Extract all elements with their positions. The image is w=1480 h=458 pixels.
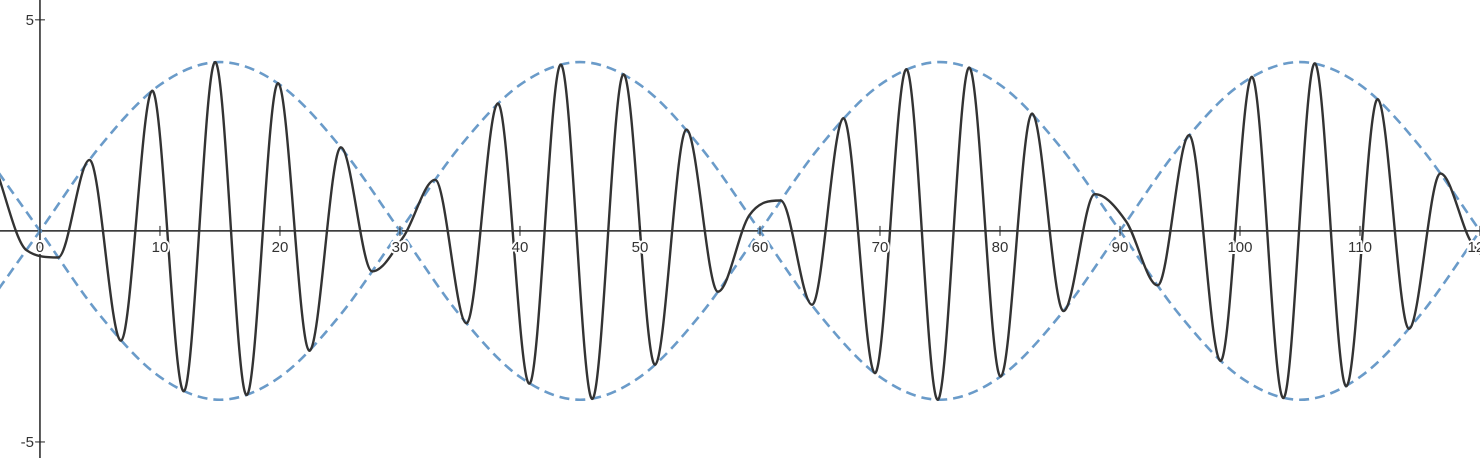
x-tick-label: 60 (752, 239, 769, 256)
signal-line (0, 60, 1480, 401)
x-tick-label: 80 (992, 239, 1009, 256)
x-tick-label: 100 (1227, 239, 1252, 256)
x-tick-label: 120 (1467, 239, 1480, 256)
x-tick-label: 30 (392, 239, 409, 256)
x-tick-label: 50 (632, 239, 649, 256)
x-tick-label: 110 (1348, 239, 1372, 256)
x-tick-label: 70 (872, 239, 889, 256)
y-tick-label: -5 (21, 434, 34, 451)
x-tick-label: 10 (152, 239, 169, 256)
x-tick-label: 90 (1112, 239, 1129, 256)
x-tick-label: 0 (36, 239, 44, 256)
x-tick-label: 20 (272, 239, 289, 256)
y-tick-label: 5 (26, 12, 34, 29)
x-tick-label: 40 (512, 239, 529, 256)
